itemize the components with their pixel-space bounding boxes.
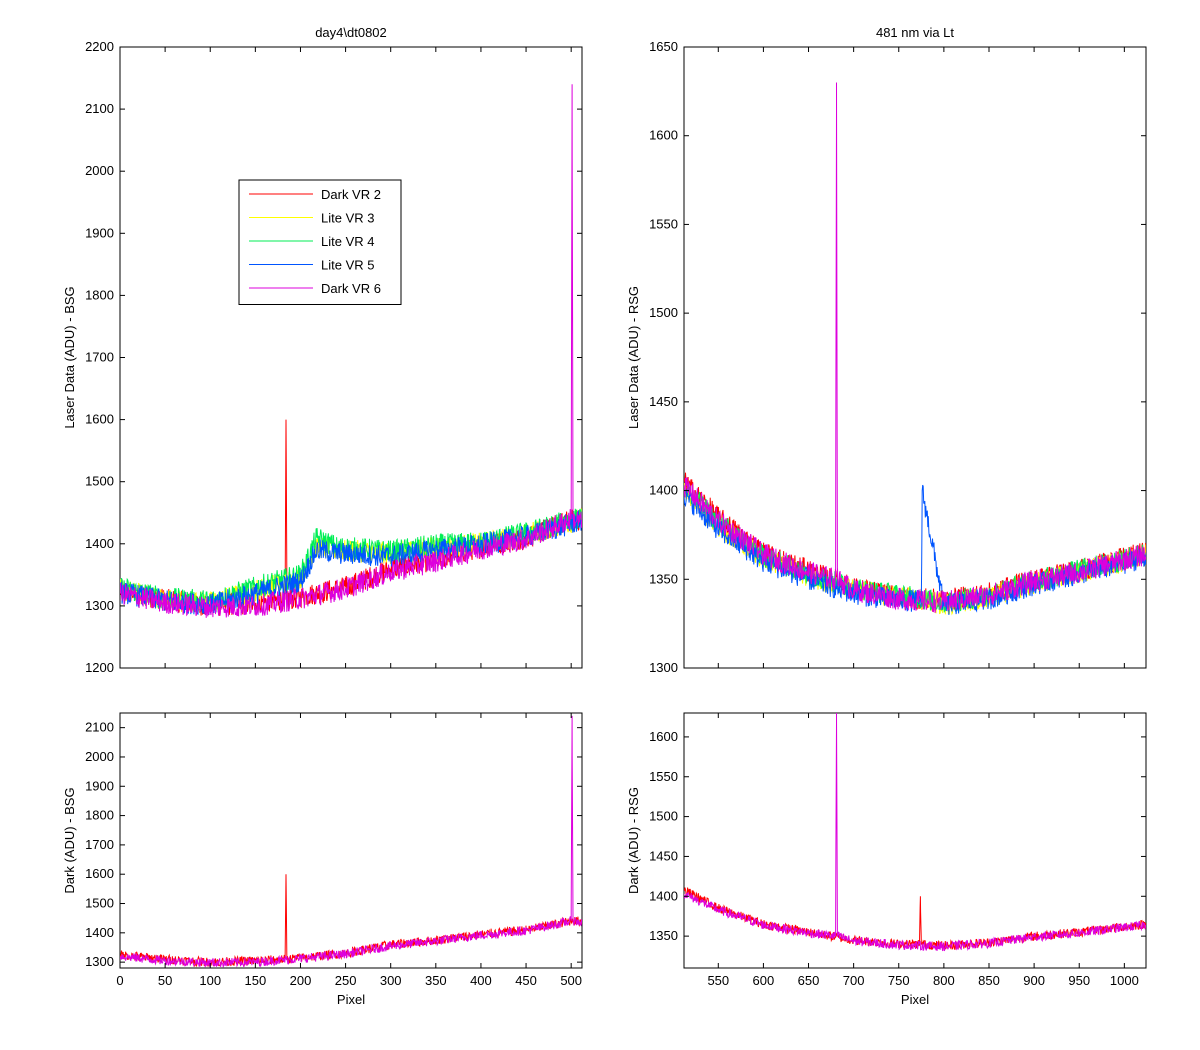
series-group <box>684 713 1146 952</box>
legend-entry: Lite VR 4 <box>321 234 374 249</box>
y-tick-label: 1400 <box>85 536 114 551</box>
panel-bottom-left: 1300 1400 1500 1600 1700 1800 1900 2000 2100 0 50 1… <box>62 712 583 1007</box>
series-group <box>120 84 582 618</box>
y-tick-label: 1350 <box>649 928 678 943</box>
y-tick-label: 2000 <box>85 749 114 764</box>
y-tick-label: 2100 <box>85 720 114 735</box>
series-line-dark-vr-6 <box>120 715 582 968</box>
plot-area <box>119 46 583 669</box>
series-line-dark-vr-6 <box>684 713 1146 952</box>
x-axis-label: Pixel <box>337 992 365 1007</box>
y-tick-label: 1450 <box>649 848 678 863</box>
y-tick-label: 1500 <box>649 305 678 320</box>
series-group <box>120 715 582 968</box>
legend-entry: Dark VR 6 <box>321 281 381 296</box>
y-tick-label: 1500 <box>85 896 114 911</box>
y-tick-label: 1200 <box>85 660 114 675</box>
x-tick-label: 700 <box>843 973 865 988</box>
y-axis-label: Laser Data (ADU) - RSG <box>626 286 641 429</box>
y-tick-label: 1500 <box>649 809 678 824</box>
x-tick-label: 100 <box>199 973 221 988</box>
y-axis-label: Laser Data (ADU) - BSG <box>62 286 77 428</box>
y-tick-label: 1550 <box>649 769 678 784</box>
y-tick-label: 1550 <box>649 216 678 231</box>
x-tick-label: 50 <box>158 973 172 988</box>
x-tick-label: 600 <box>753 973 775 988</box>
y-tick-label: 1600 <box>85 412 114 427</box>
y-tick-label: 1300 <box>649 660 678 675</box>
x-tick-label: 1000 <box>1110 973 1139 988</box>
x-tick-label: 650 <box>798 973 820 988</box>
legend-entry: Lite VR 3 <box>321 211 374 226</box>
y-tick-label: 1600 <box>649 128 678 143</box>
plot-area <box>119 712 583 969</box>
x-tick-label: 800 <box>933 973 955 988</box>
x-tick-label: 150 <box>245 973 267 988</box>
plot-area <box>683 712 1147 969</box>
series-line-dark-vr-2 <box>120 874 582 968</box>
y-tick-label: 1300 <box>85 598 114 613</box>
legend-box <box>238 179 402 305</box>
y-tick-label: 1600 <box>649 729 678 744</box>
y-tick-label: 1400 <box>649 483 678 498</box>
y-tick-label: 2200 <box>85 39 114 54</box>
panel-top-right: 1300 1350 1400 1450 1500 1550 1600 1650 481 nm v… <box>626 25 1147 675</box>
y-tick-label: 1900 <box>85 778 114 793</box>
x-tick-label: 450 <box>515 973 537 988</box>
legend-entry: Lite VR 5 <box>321 258 374 273</box>
x-tick-label: 850 <box>978 973 1000 988</box>
x-tick-label: 750 <box>888 973 910 988</box>
y-tick-label: 1400 <box>85 925 114 940</box>
x-tick-label: 350 <box>425 973 447 988</box>
x-tick-label: 0 <box>116 973 123 988</box>
y-tick-label: 2000 <box>85 163 114 178</box>
series-line-dark-vr-6 <box>120 84 582 618</box>
x-tick-label: 550 <box>707 973 729 988</box>
y-tick-label: 1700 <box>85 837 114 852</box>
y-tick-label: 1600 <box>85 866 114 881</box>
series-line-dark-vr-6 <box>684 82 1146 613</box>
panel-top-left: 1200 1300 1400 1500 1600 1700 1800 1900 2000 2100… <box>62 25 583 675</box>
y-tick-label: 1350 <box>649 571 678 586</box>
y-axis-label: Dark (ADU) - RSG <box>626 787 641 894</box>
y-tick-label: 1500 <box>85 474 114 489</box>
x-tick-label: 400 <box>470 973 492 988</box>
legend: Dark VR 2 Lite VR 3 Lite VR 4 Lite VR 5 Dark… <box>238 179 402 305</box>
x-tick-label: 300 <box>380 973 402 988</box>
panel-bottom-right: 1350 1400 1450 1500 1550 1600 550 600 650 700 750 8… <box>626 712 1147 1007</box>
x-tick-label: 500 <box>560 973 582 988</box>
x-axis-label: Pixel <box>901 992 929 1007</box>
y-tick-label: 1300 <box>85 954 114 969</box>
series-line-lite-vr-5 <box>120 510 582 616</box>
y-axis-label: Dark (ADU) - BSG <box>62 787 77 893</box>
x-tick-label: 950 <box>1068 973 1090 988</box>
x-tick-label: 200 <box>290 973 312 988</box>
x-tick-label: 250 <box>335 973 357 988</box>
y-tick-label: 2100 <box>85 101 114 116</box>
y-tick-label: 1900 <box>85 225 114 240</box>
chart-title: 481 nm via Lt <box>876 25 954 40</box>
series-group <box>684 82 1146 616</box>
chart-title: day4\dt0802 <box>315 25 387 40</box>
y-tick-label: 1450 <box>649 394 678 409</box>
y-tick-label: 1400 <box>649 888 678 903</box>
y-tick-label: 1650 <box>649 39 678 54</box>
y-tick-label: 1800 <box>85 287 114 302</box>
y-tick-label: 1800 <box>85 808 114 823</box>
legend-entry: Dark VR 2 <box>321 187 381 202</box>
x-tick-label: 900 <box>1023 973 1045 988</box>
y-tick-label: 1700 <box>85 350 114 365</box>
